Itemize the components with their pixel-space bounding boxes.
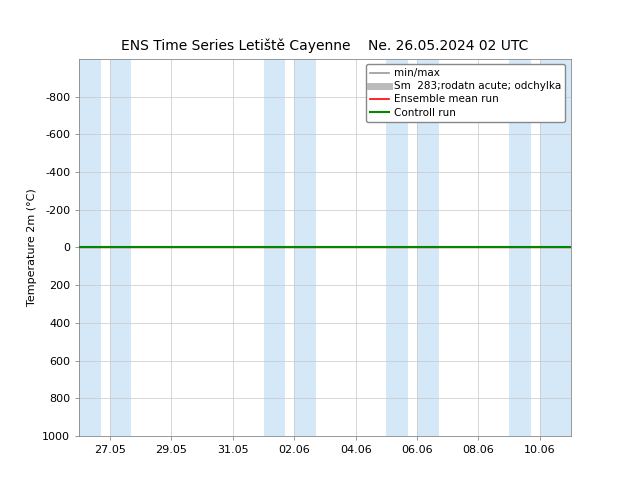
Bar (110, 59, 131, 436)
Bar (540, 59, 571, 436)
Bar (79, 59, 101, 436)
Bar (294, 59, 316, 436)
Bar (509, 59, 531, 436)
Bar (386, 59, 408, 436)
Bar (264, 59, 285, 436)
Legend: min/max, Sm  283;rodatn acute; odchylka, Ensemble mean run, Controll run: min/max, Sm 283;rodatn acute; odchylka, … (366, 64, 566, 122)
Title: ENS Time Series Letiště Cayenne    Ne. 26.05.2024 02 UTC: ENS Time Series Letiště Cayenne Ne. 26.0… (121, 39, 529, 53)
Y-axis label: Temperature 2m (°C): Temperature 2m (°C) (27, 189, 37, 306)
Bar (417, 59, 439, 436)
